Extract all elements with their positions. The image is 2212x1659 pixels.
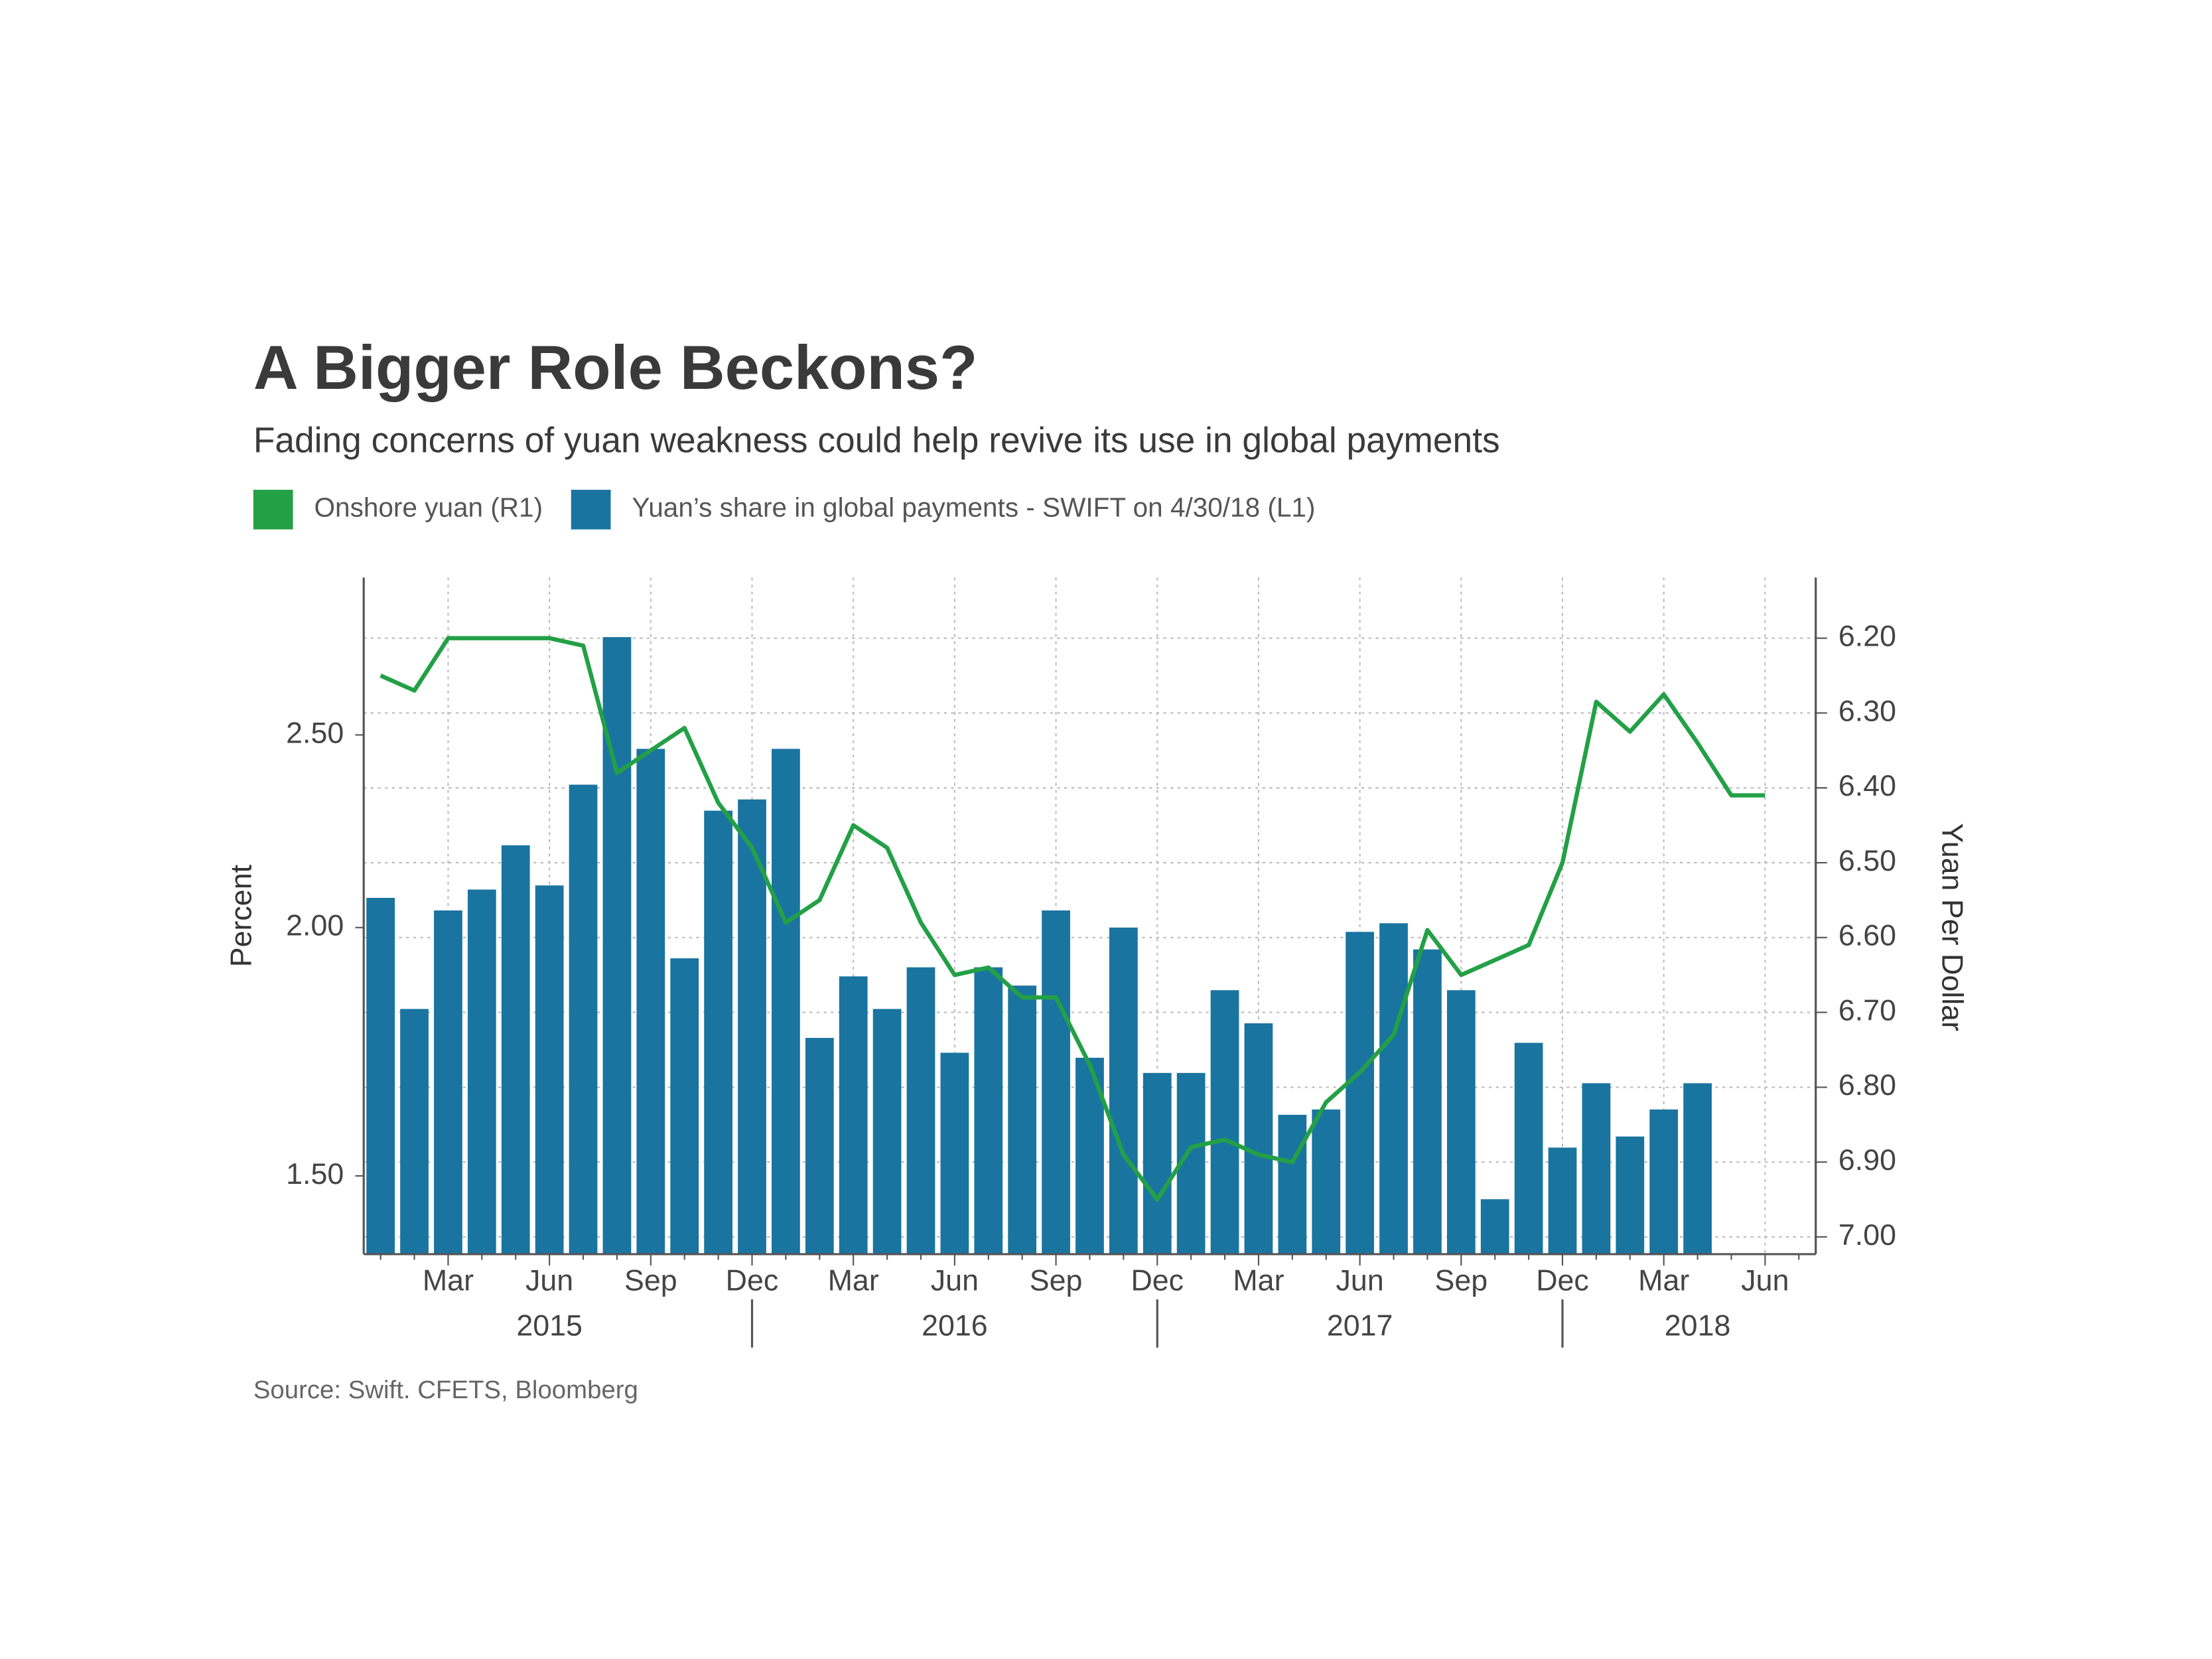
year-label: 2017	[1327, 1309, 1393, 1342]
bar	[1649, 1109, 1679, 1254]
bar	[569, 784, 598, 1254]
bar	[1548, 1147, 1577, 1254]
bar	[1244, 1023, 1273, 1254]
y2-tick-label: 6.80	[1838, 1068, 1896, 1102]
y-tick-label: 1.50	[286, 1157, 344, 1190]
y2-tick-label: 6.60	[1838, 919, 1896, 952]
bar	[1413, 949, 1442, 1254]
year-label: 2018	[1665, 1309, 1731, 1342]
bar	[1278, 1114, 1307, 1254]
bar	[1109, 927, 1138, 1254]
y-tick-label: 2.50	[286, 716, 344, 749]
bar	[704, 810, 732, 1254]
line-series	[380, 636, 1765, 1202]
bar	[1210, 990, 1239, 1254]
x-tick-label: Mar	[1638, 1263, 1689, 1297]
bar	[1312, 1109, 1341, 1254]
legend-label: Yuan’s share in global payments - SWIFT …	[632, 492, 1315, 523]
bar	[1582, 1083, 1611, 1254]
bar	[535, 885, 564, 1254]
x-tick-label: Jun	[1741, 1263, 1789, 1297]
bar	[738, 799, 766, 1254]
x-tick-label: Dec	[726, 1263, 779, 1297]
bar	[1142, 1072, 1172, 1254]
x-tick-label: Sep	[624, 1263, 677, 1297]
bar	[636, 749, 665, 1254]
bar	[839, 976, 868, 1254]
bar	[366, 898, 395, 1254]
year-label: 2015	[516, 1309, 583, 1342]
bar	[1616, 1136, 1645, 1254]
bar	[1446, 990, 1476, 1254]
bar	[772, 749, 800, 1254]
bar	[805, 1038, 834, 1254]
y-tick-label: 2.00	[286, 909, 344, 942]
bar	[872, 1009, 902, 1254]
bar	[1480, 1199, 1509, 1254]
x-tick-label: Mar	[1233, 1263, 1284, 1297]
y-axis-label: Percent	[225, 864, 258, 967]
y2-tick-label: 7.00	[1838, 1218, 1896, 1252]
y2-tick-label: 6.20	[1838, 619, 1896, 652]
chart-subtitle: Fading concerns of yuan weakness could h…	[253, 421, 1500, 461]
bar	[400, 1009, 429, 1254]
x-tick-label: Sep	[1030, 1263, 1083, 1297]
y2-axis-label: Yuan Per Dollar	[1936, 823, 1969, 1031]
chart-title: A Bigger Role Beckons?	[253, 332, 978, 402]
y2-tick-label: 6.90	[1838, 1143, 1896, 1177]
x-tick-label: Mar	[828, 1263, 879, 1297]
x-tick-label: Mar	[423, 1263, 474, 1297]
y2-tick-label: 6.50	[1838, 844, 1896, 877]
bar	[670, 958, 699, 1254]
legend-swatch	[571, 490, 611, 530]
bar	[501, 845, 530, 1254]
legend-swatch	[253, 490, 293, 530]
y2-tick-label: 6.40	[1838, 769, 1896, 802]
bar	[940, 1052, 969, 1254]
year-label: 2016	[922, 1309, 988, 1342]
bar	[1683, 1083, 1712, 1254]
bar	[1346, 932, 1375, 1254]
bar	[1379, 923, 1408, 1254]
bar	[906, 967, 935, 1254]
x-tick-label: Dec	[1536, 1263, 1589, 1297]
x-tick-label: Jun	[1336, 1263, 1384, 1297]
bar	[974, 967, 1003, 1254]
bar	[467, 889, 496, 1254]
x-tick-label: Sep	[1434, 1263, 1487, 1297]
bar	[1514, 1043, 1543, 1254]
x-tick-label: Jun	[525, 1263, 573, 1297]
bar	[434, 910, 462, 1254]
y2-tick-label: 6.70	[1838, 993, 1896, 1027]
y2-tick-label: 6.30	[1838, 694, 1896, 727]
bar	[1042, 910, 1070, 1254]
legend-label: Onshore yuan (R1)	[314, 492, 543, 523]
x-tick-label: Dec	[1131, 1263, 1184, 1297]
x-tick-label: Jun	[931, 1263, 979, 1297]
bar	[1008, 985, 1037, 1254]
source-note: Source: Swift. CFETS, Bloomberg	[253, 1376, 638, 1404]
